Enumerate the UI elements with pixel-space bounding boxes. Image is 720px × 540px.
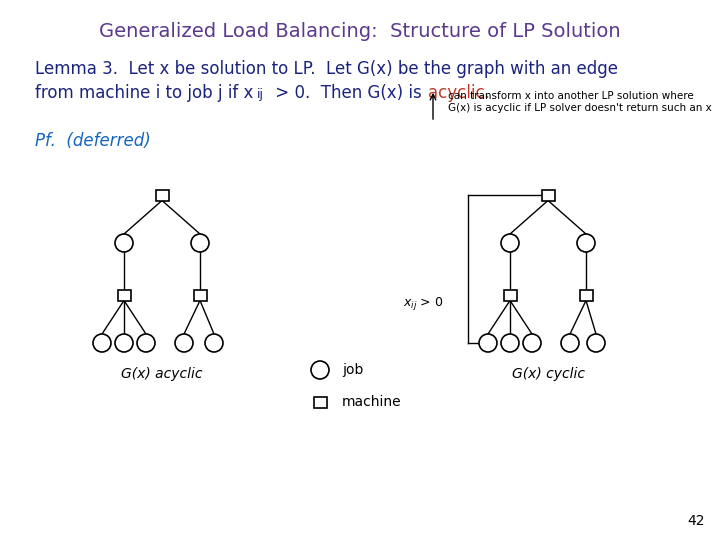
Bar [503, 289, 516, 300]
Bar [156, 190, 168, 200]
Circle shape [479, 334, 497, 352]
Circle shape [311, 361, 329, 379]
Bar [117, 289, 130, 300]
Bar [313, 396, 326, 408]
Text: $x_{ij}$ > 0: $x_{ij}$ > 0 [403, 294, 444, 312]
Text: 42: 42 [688, 514, 705, 528]
Circle shape [205, 334, 223, 352]
Text: acyclic.: acyclic. [428, 84, 490, 102]
Text: machine: machine [342, 395, 402, 409]
Text: G(x) cyclic: G(x) cyclic [511, 367, 585, 381]
Text: > 0.  Then G(x) is: > 0. Then G(x) is [270, 84, 427, 102]
Text: Pf.  (deferred): Pf. (deferred) [35, 132, 150, 150]
Bar [580, 289, 593, 300]
Circle shape [93, 334, 111, 352]
Circle shape [115, 334, 133, 352]
Circle shape [523, 334, 541, 352]
Circle shape [115, 234, 133, 252]
Circle shape [577, 234, 595, 252]
Text: from machine i to job j if x: from machine i to job j if x [35, 84, 253, 102]
Text: Lemma 3.  Let x be solution to LP.  Let G(x) be the graph with an edge: Lemma 3. Let x be solution to LP. Let G(… [35, 60, 618, 78]
Circle shape [561, 334, 579, 352]
Circle shape [191, 234, 209, 252]
Text: job: job [342, 363, 364, 377]
Text: G(x) acyclic: G(x) acyclic [121, 367, 203, 381]
Circle shape [175, 334, 193, 352]
Circle shape [501, 334, 519, 352]
Bar [194, 289, 207, 300]
Bar [541, 190, 554, 200]
Text: ij: ij [257, 88, 264, 101]
Circle shape [137, 334, 155, 352]
Text: can transform x into another LP solution where
G(x) is acyclic if LP solver does: can transform x into another LP solution… [448, 91, 712, 113]
Circle shape [587, 334, 605, 352]
Circle shape [501, 234, 519, 252]
Text: Generalized Load Balancing:  Structure of LP Solution: Generalized Load Balancing: Structure of… [99, 22, 621, 41]
